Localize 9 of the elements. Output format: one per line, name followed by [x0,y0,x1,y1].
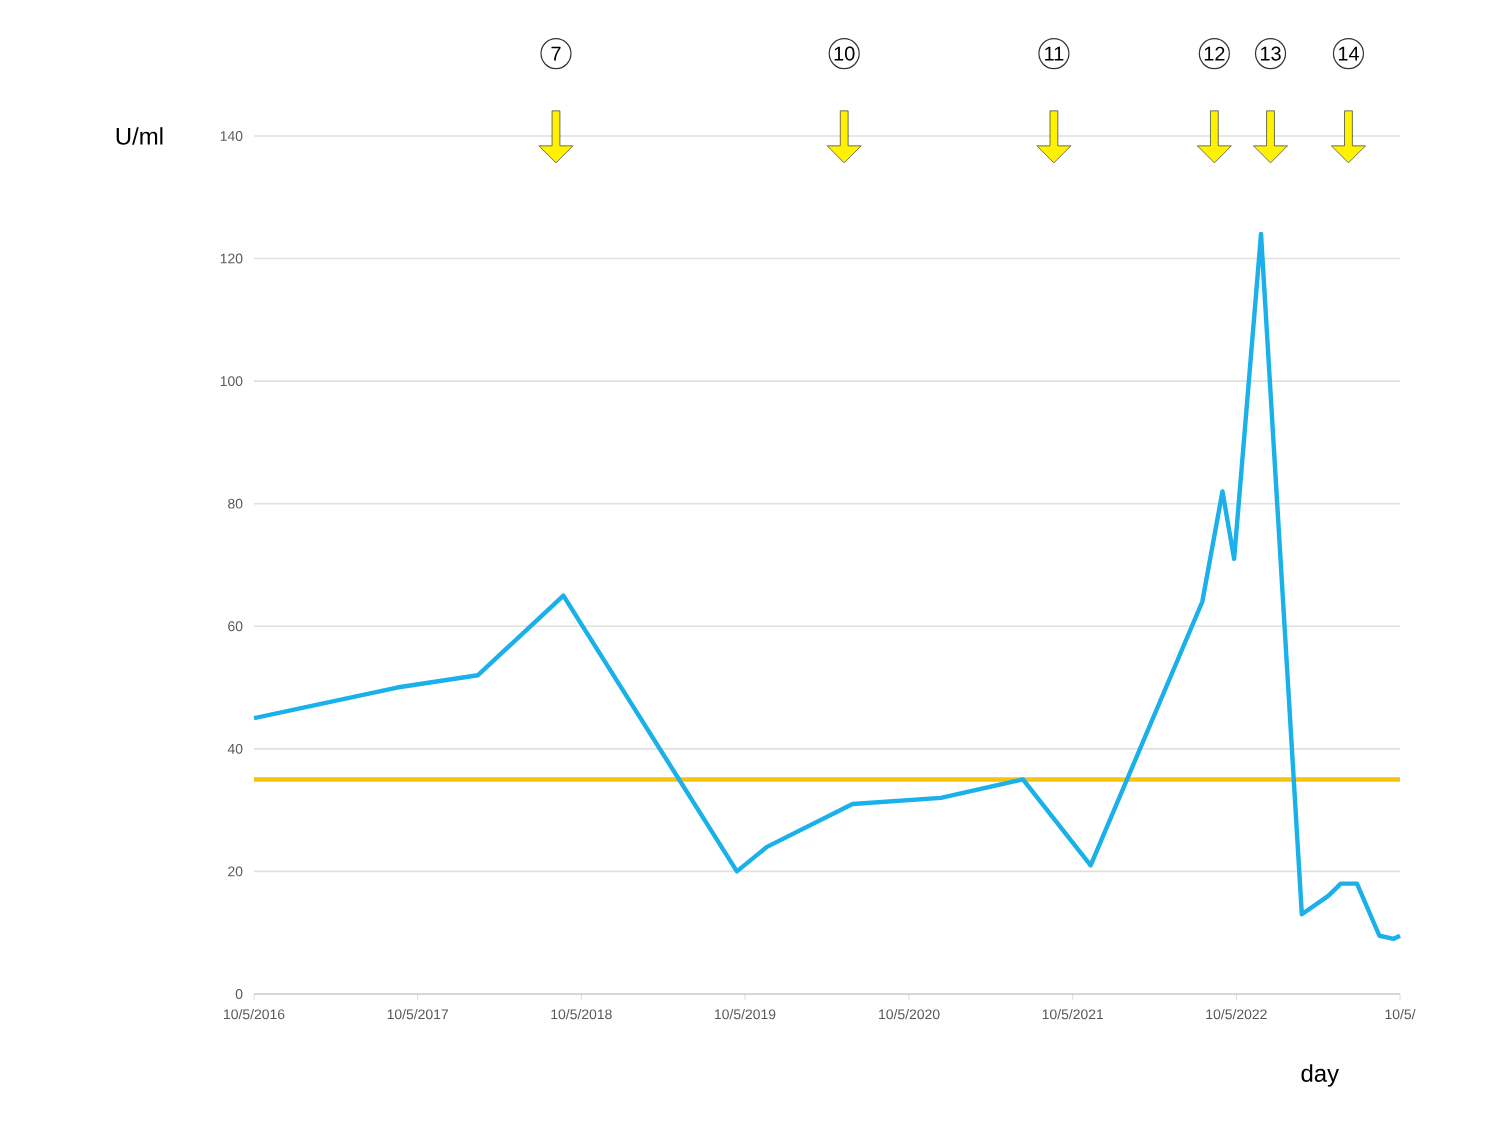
text: 12 [1204,46,1225,61]
x-axis-title: day [1301,1064,1340,1087]
text: 14 [1338,46,1359,61]
text: 7 [551,46,561,61]
text: 10 [834,46,855,61]
text: 13 [1260,46,1281,61]
text: 11 [1045,46,1064,61]
line-series [251,231,1403,942]
y-axis-title: U/ml [116,127,163,145]
